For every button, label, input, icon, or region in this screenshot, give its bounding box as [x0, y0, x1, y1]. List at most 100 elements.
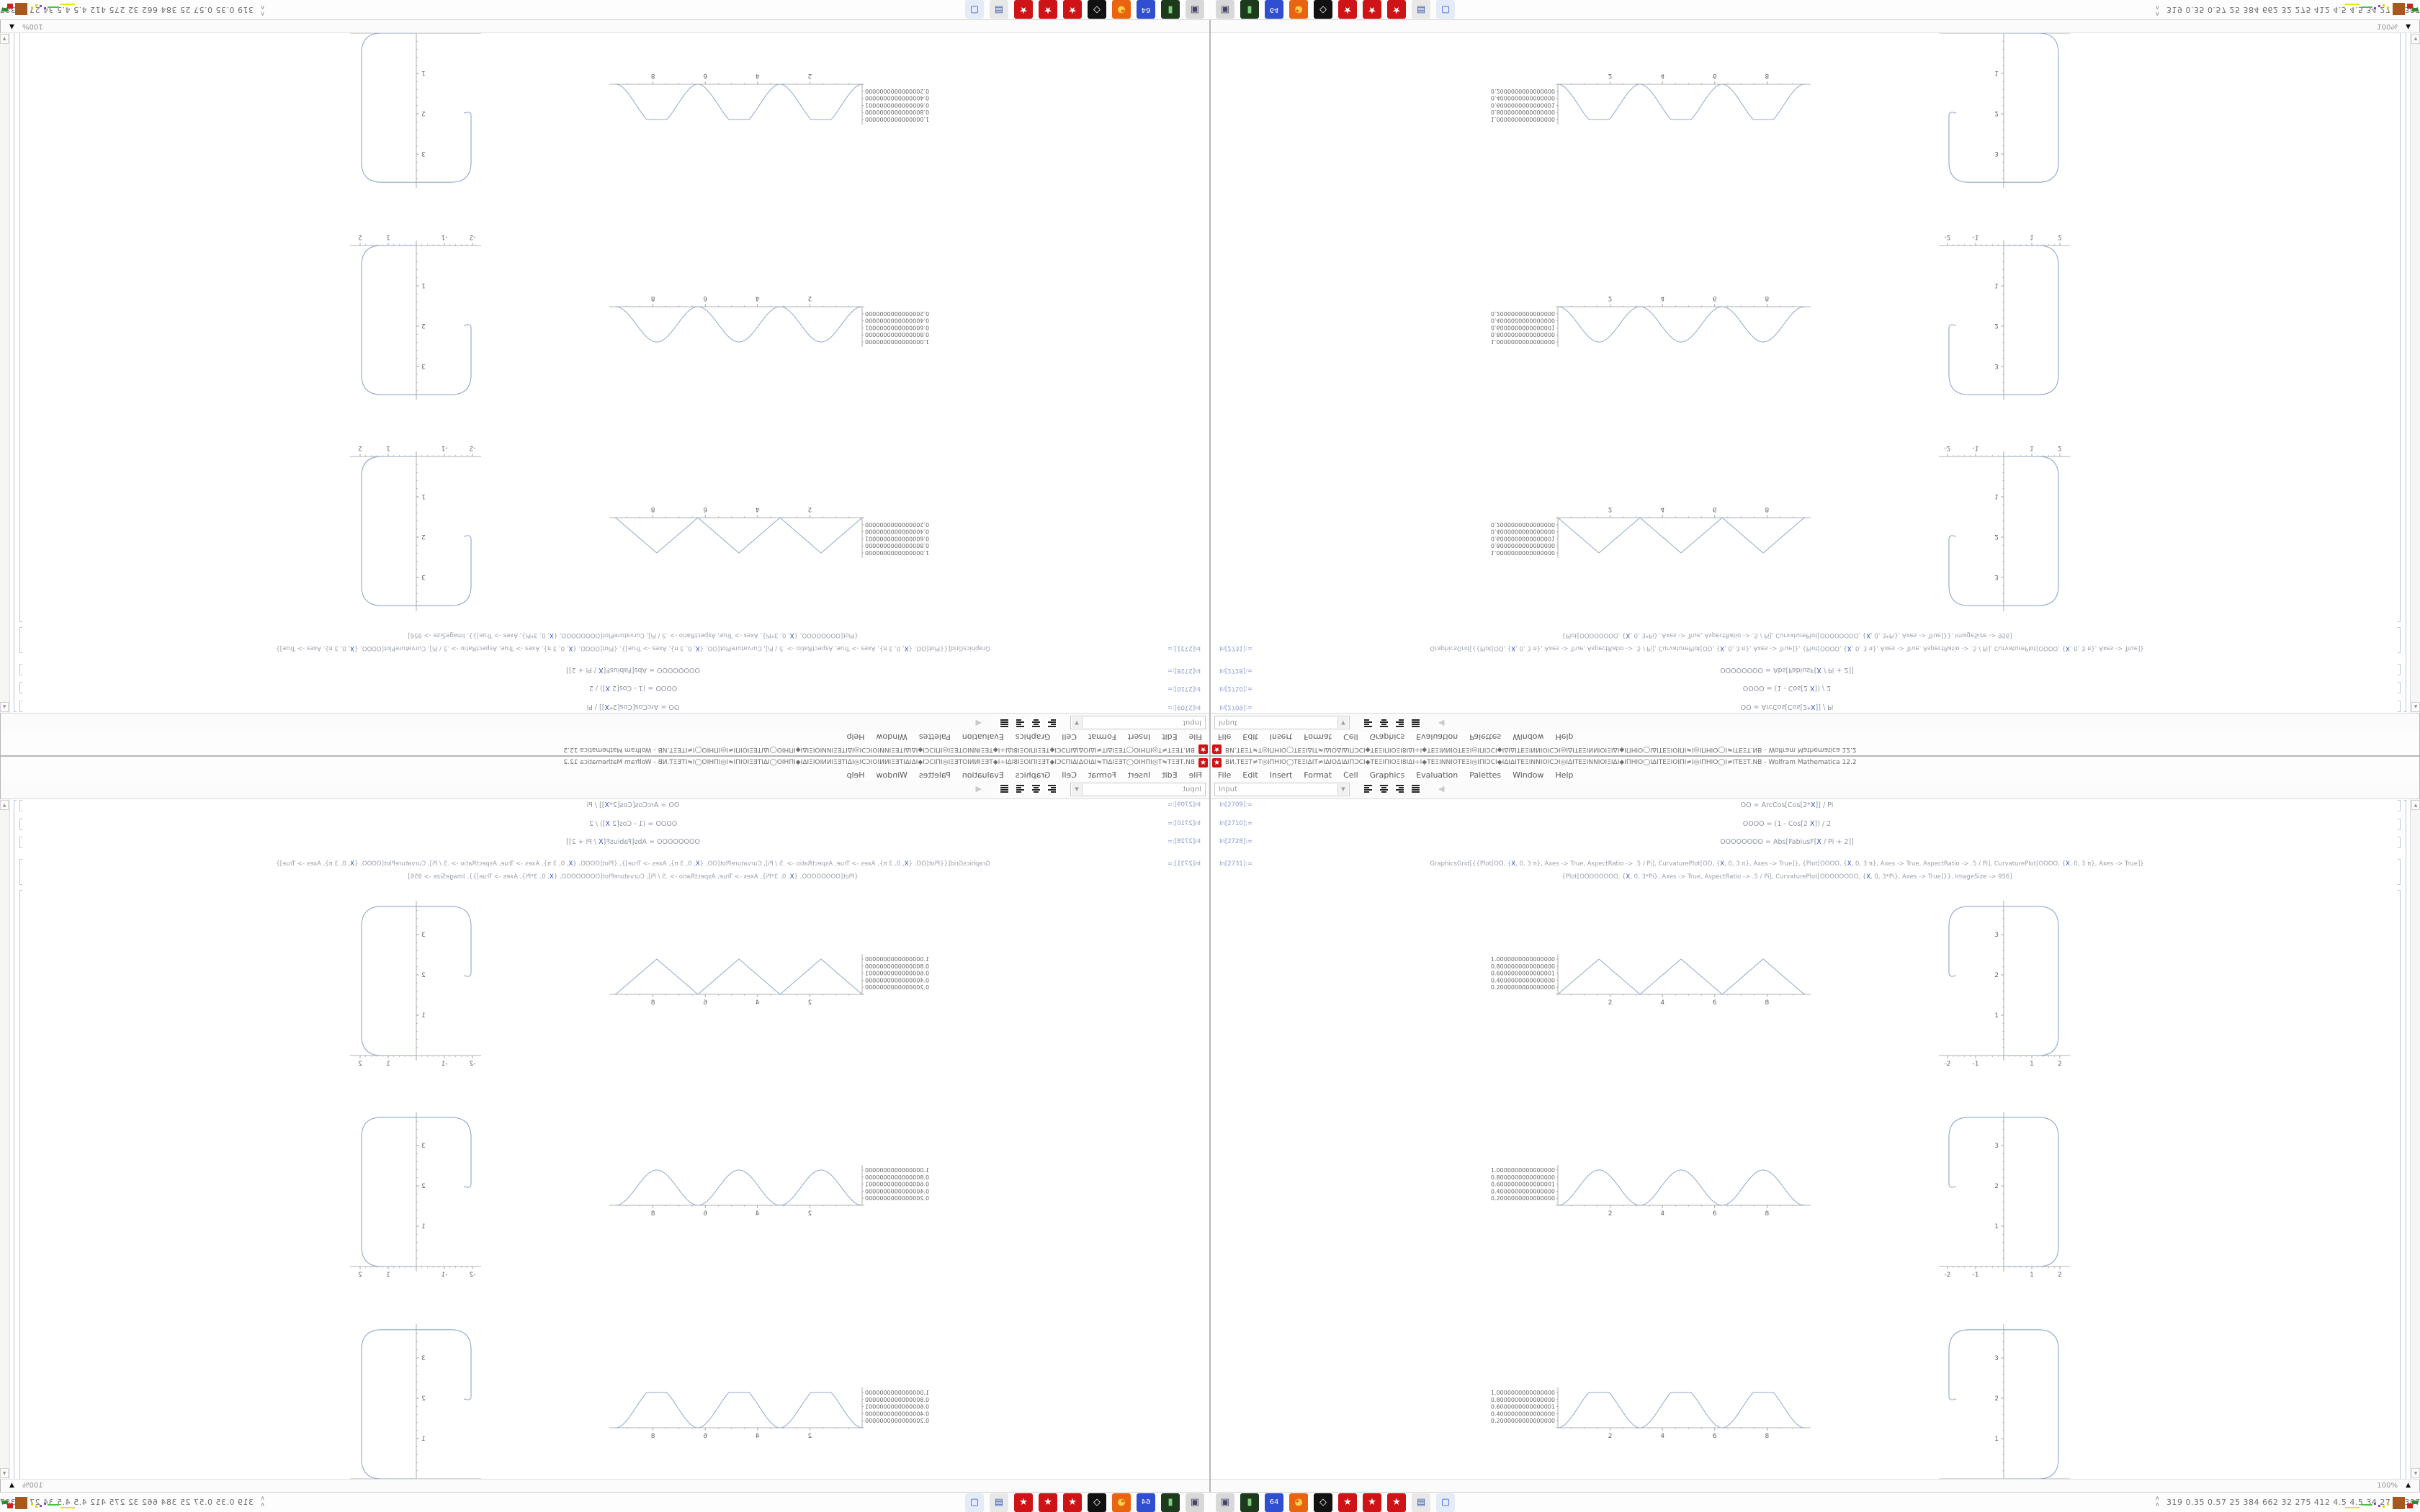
scroll-up-icon[interactable]: ▲	[0, 702, 9, 712]
scroll-up-icon[interactable]: ▲	[0, 800, 9, 810]
menu-item-insert[interactable]: Insert	[1127, 770, 1151, 780]
align-left-button[interactable]	[1363, 783, 1373, 794]
mathematica-spikey-icon[interactable]: ★	[1338, 0, 1357, 19]
cell-style-dropdown[interactable]: Input ▼	[1070, 716, 1206, 729]
blue-app-window-icon[interactable]: ▢	[1436, 1493, 1455, 1512]
input-formula[interactable]: OOOO = (1 - Cos[2 X]) / 2	[588, 820, 678, 828]
cell-bracket[interactable]	[2398, 627, 2401, 653]
menu-item-help[interactable]: Help	[1555, 732, 1574, 742]
cell-bracket[interactable]	[19, 819, 22, 830]
cell-bracket[interactable]	[19, 682, 22, 693]
cell-bracket[interactable]	[19, 701, 22, 712]
menu-item-edit[interactable]: Edit	[1242, 770, 1258, 780]
inkscape-icon[interactable]: ◇	[1314, 1493, 1332, 1512]
menu-item-palettes[interactable]: Palettes	[1469, 770, 1502, 780]
mobile-device-icon[interactable]: ▮	[1161, 1493, 1180, 1512]
menu-item-graphics[interactable]: Graphics	[1015, 770, 1051, 780]
mathematica-spikey-icon[interactable]: ★	[1363, 0, 1381, 19]
align-right-button[interactable]	[1015, 783, 1026, 794]
cell-group-bracket[interactable]	[2403, 33, 2406, 712]
menu-item-insert[interactable]: Insert	[1269, 770, 1293, 780]
remote-display-icon[interactable]: ▣	[1186, 0, 1204, 19]
menu-item-file[interactable]: File	[1218, 770, 1232, 780]
vertical-scrollbar[interactable]: ▲ ▼	[2410, 799, 2420, 1479]
cell-bracket[interactable]	[19, 800, 22, 811]
firefox-icon[interactable]: ◕	[1112, 0, 1131, 19]
blue-app-window-icon[interactable]: ▢	[1436, 0, 1455, 19]
chevron-down-icon[interactable]: ▼	[1337, 717, 1348, 728]
align-center-button[interactable]	[1031, 718, 1041, 729]
mathematica-spikey-icon[interactable]: ★	[1387, 0, 1406, 19]
scroll-up-icon[interactable]: ▲	[2411, 702, 2420, 712]
input-formula[interactable]: OO = ArcCos[Cos[2*X]] / Pi	[1740, 703, 1834, 711]
toolbar-collapse-chevron-icon[interactable]: ◀	[975, 784, 982, 793]
inkscape-icon[interactable]: ◇	[1314, 0, 1332, 19]
cell-bracket[interactable]	[19, 859, 22, 885]
menu-item-evaluation[interactable]: Evaluation	[1416, 770, 1458, 780]
floppy-64-icon[interactable]: 64	[1265, 0, 1283, 19]
magnification-value[interactable]: 100%	[2377, 1482, 2398, 1490]
menu-item-edit[interactable]: Edit	[1162, 732, 1178, 742]
menu-item-format[interactable]: Format	[1304, 770, 1332, 780]
align-right-button[interactable]	[1015, 718, 1026, 729]
menu-item-window[interactable]: Window	[876, 732, 908, 742]
align-right-button[interactable]	[1394, 783, 1405, 794]
inkscape-icon[interactable]: ◇	[1088, 1493, 1106, 1512]
calculator-icon[interactable]: ▤	[990, 1493, 1008, 1512]
menu-item-graphics[interactable]: Graphics	[1369, 732, 1405, 742]
cell-bracket[interactable]	[2398, 819, 2401, 830]
scroll-down-icon[interactable]: ▼	[0, 1468, 9, 1478]
menu-item-window[interactable]: Window	[1512, 732, 1544, 742]
graphicsgrid-input-line[interactable]: {Plot[OOOOOOOO, {X, 0, 3*Pi}, Axes -> Tr…	[1561, 631, 2012, 639]
scroll-down-icon[interactable]: ▼	[2411, 34, 2420, 44]
align-center-button[interactable]	[1031, 783, 1041, 794]
align-center-button[interactable]	[1379, 783, 1389, 794]
magnification-value[interactable]: 100%	[2377, 22, 2398, 30]
menu-item-evaluation[interactable]: Evaluation	[1416, 732, 1458, 742]
mobile-device-icon[interactable]: ▮	[1161, 0, 1180, 19]
mathematica-spikey-icon[interactable]: ★	[1063, 0, 1082, 19]
toolbar-collapse-chevron-icon[interactable]: ◀	[975, 719, 982, 728]
menu-item-file[interactable]: File	[1188, 732, 1202, 742]
cell-bracket[interactable]	[2398, 33, 2401, 622]
menu-item-format[interactable]: Format	[1304, 732, 1332, 742]
graphicsgrid-input-line[interactable]: GraphicsGrid[{{Plot[OO, {X, 0, 3 π}, Axe…	[276, 644, 990, 652]
chevron-down-icon[interactable]: ▼	[1337, 784, 1348, 795]
menu-item-palettes[interactable]: Palettes	[918, 770, 951, 780]
scroll-up-icon[interactable]: ▲	[2411, 800, 2420, 810]
calculator-icon[interactable]: ▤	[1412, 0, 1430, 19]
menu-item-window[interactable]: Window	[1512, 770, 1544, 780]
menu-item-evaluation[interactable]: Evaluation	[962, 732, 1004, 742]
menu-item-evaluation[interactable]: Evaluation	[962, 770, 1004, 780]
mathematica-spikey-icon[interactable]: ★	[1063, 1493, 1082, 1512]
justify-full-button[interactable]	[1410, 783, 1421, 794]
input-formula[interactable]: OOOO = (1 - Cos[2 X]) / 2	[1742, 820, 1832, 828]
align-left-button[interactable]	[1047, 783, 1057, 794]
cell-bracket[interactable]	[19, 890, 22, 1479]
floppy-64-icon[interactable]: 64	[1137, 1493, 1155, 1512]
toolbar-collapse-chevron-icon[interactable]: ◀	[1438, 784, 1445, 793]
input-formula[interactable]: OOOO = (1 - Cos[2 X]) / 2	[1742, 684, 1832, 692]
menu-item-help[interactable]: Help	[846, 770, 865, 780]
justify-full-button[interactable]	[999, 783, 1010, 794]
remote-display-icon[interactable]: ▣	[1216, 1493, 1234, 1512]
floppy-64-icon[interactable]: 64	[1137, 0, 1155, 19]
vertical-scrollbar[interactable]: ▲ ▼	[2410, 33, 2420, 713]
firefox-icon[interactable]: ◕	[1289, 0, 1308, 19]
menu-item-cell[interactable]: Cell	[1062, 732, 1077, 742]
window-titlebar[interactable]: ★ BИ.ΤΕΞΤ≠Τ◎ΙΠΗΙΟ◯ΤΕΞΙΔΙΤ≠ΙΔΙΟΔΙΔΙΠƆϹΙ◆Τ…	[1211, 757, 2419, 769]
align-left-button[interactable]	[1363, 718, 1373, 729]
vertical-scrollbar[interactable]: ▲ ▼	[0, 33, 10, 713]
align-right-button[interactable]	[1394, 718, 1405, 729]
toolbar-collapse-chevron-icon[interactable]: ◀	[1438, 719, 1445, 728]
graphicsgrid-input-line[interactable]: {Plot[OOOOOOOO, {X, 0, 3*Pi}, Axes -> Tr…	[408, 873, 859, 881]
menu-item-file[interactable]: File	[1218, 732, 1232, 742]
cell-style-dropdown[interactable]: Input ▼	[1214, 716, 1350, 729]
cell-bracket[interactable]	[2398, 890, 2401, 1479]
menu-item-cell[interactable]: Cell	[1343, 770, 1358, 780]
inkscape-icon[interactable]: ◇	[1088, 0, 1106, 19]
input-formula[interactable]: OOOO = (1 - Cos[2 X]) / 2	[588, 684, 678, 692]
